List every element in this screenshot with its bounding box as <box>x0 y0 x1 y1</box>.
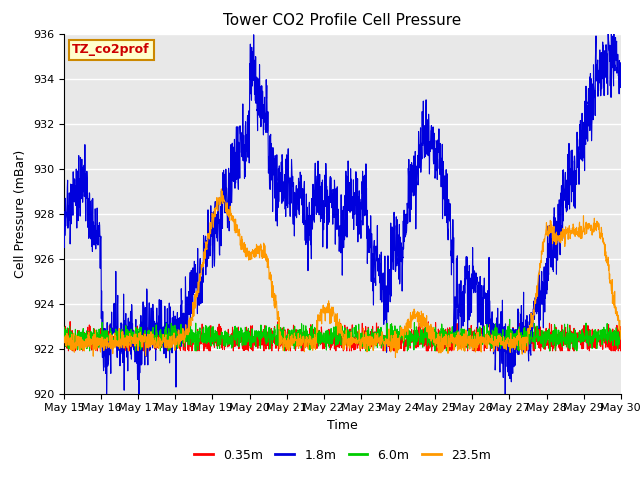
Title: Tower CO2 Profile Cell Pressure: Tower CO2 Profile Cell Pressure <box>223 13 461 28</box>
X-axis label: Time: Time <box>327 419 358 432</box>
Y-axis label: Cell Pressure (mBar): Cell Pressure (mBar) <box>14 149 28 278</box>
Legend: 0.35m, 1.8m, 6.0m, 23.5m: 0.35m, 1.8m, 6.0m, 23.5m <box>189 444 495 467</box>
Text: TZ_co2prof: TZ_co2prof <box>72 43 150 56</box>
